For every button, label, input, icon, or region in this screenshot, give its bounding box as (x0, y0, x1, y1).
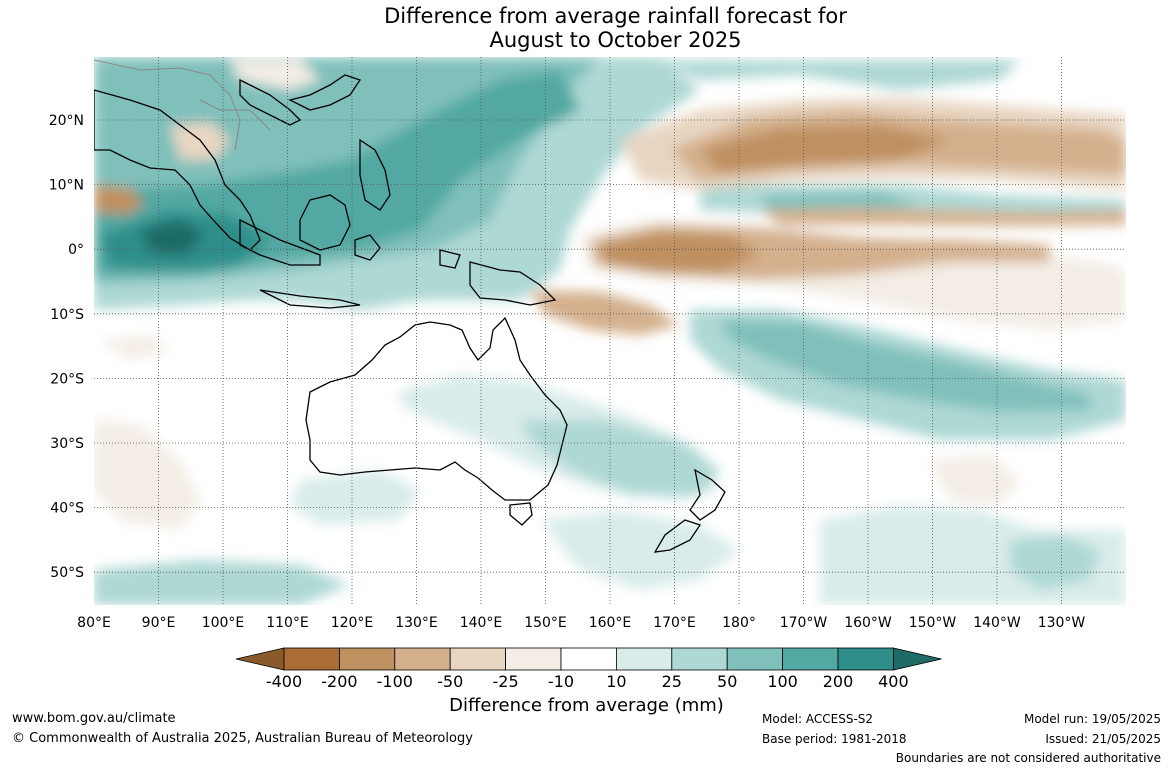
copyright: © Commonwealth of Australia 2025, Austra… (12, 731, 473, 746)
colorbar-segment (671, 647, 728, 671)
colorbar-segment (837, 647, 894, 671)
colorbar-tick-label: -200 (321, 672, 357, 691)
lon-label: 150°E (524, 615, 567, 631)
colorbar-segment (338, 647, 396, 671)
colorbar-tick-label: -25 (493, 672, 519, 691)
lat-label: 10°N (49, 178, 84, 194)
title-line-1: Difference from average rainfall forecas… (384, 4, 847, 28)
lon-label: 140°W (973, 615, 1021, 631)
lat-label: 20°S (50, 371, 84, 387)
rainfall-field (94, 57, 1126, 605)
colorbar-segment (726, 647, 784, 671)
graticule (94, 57, 1126, 605)
lon-label: 80°E (77, 615, 111, 631)
colorbar-tick-label: 400 (878, 672, 909, 691)
lon-label: 150°W (909, 615, 957, 631)
colorbar-segment (394, 647, 451, 671)
coastlines (94, 74, 726, 553)
website-link[interactable]: www.bom.gov.au/climate (12, 711, 176, 726)
colorbar-segment (505, 647, 562, 671)
lat-label: 0° (68, 242, 84, 258)
longitude-labels: 80°E 90°E 100°E 110°E 120°E 130°E 140°E 150°E 16… (77, 615, 1085, 631)
colorbar: -400 -200 -100 -50 -25 -10 10 25 50 100 200 400 (235, 647, 942, 691)
colorbar-tick-label: -10 (548, 672, 574, 691)
lon-label: 160°E (589, 615, 632, 631)
lon-label: 140°E (460, 615, 503, 631)
lon-label: 180° (722, 615, 756, 631)
title-line-2: August to October 2025 (489, 28, 742, 52)
base-period: Base period: 1981-2018 (762, 732, 907, 746)
lat-label: 30°S (50, 436, 84, 452)
lon-label: 90°E (142, 615, 176, 631)
colorbar-tick-label: -400 (266, 672, 302, 691)
model-run: Model run: 19/05/2025 (1023, 712, 1161, 726)
lon-label: 160°W (844, 615, 892, 631)
lon-label: 170°W (780, 615, 828, 631)
colorbar-extend-low (235, 647, 285, 671)
lon-label: 120°E (331, 615, 374, 631)
latitude-labels: 20°N 10°N 0° 10°S 20°S 30°S 40°S 50°S (49, 113, 84, 581)
lon-label: 130°E (395, 615, 438, 631)
lon-label: 100°E (202, 615, 245, 631)
colorbar-segment (616, 647, 673, 671)
lat-label: 40°S (50, 501, 84, 517)
lon-label: 110°E (266, 615, 309, 631)
colorbar-label: Difference from average (mm) (449, 695, 724, 716)
colorbar-tick-label: 50 (717, 672, 737, 691)
colorbar-tick-label: 10 (606, 672, 626, 691)
lat-label: 10°S (50, 307, 84, 323)
colorbar-segment (560, 647, 617, 671)
model-name: Model: ACCESS-S2 (762, 712, 874, 726)
colorbar-segment (449, 647, 507, 671)
lat-label: 20°N (49, 113, 84, 129)
colorbar-extend-high (893, 647, 942, 671)
colorbar-segment (782, 647, 839, 671)
lat-label: 50°S (50, 565, 84, 581)
map-title: Difference from average rainfall forecas… (0, 4, 1173, 52)
colorbar-tick-label: -50 (437, 672, 463, 691)
lon-label: 170°E (653, 615, 696, 631)
colorbar-tick-label: 200 (823, 672, 854, 691)
colorbar-tick-label: 25 (662, 672, 682, 691)
colorbar-tick-label: 100 (767, 672, 798, 691)
issued-date: Issued: 21/05/2025 (1045, 732, 1161, 746)
lon-label: 130°W (1038, 615, 1086, 631)
colorbar-tick-label: -100 (377, 672, 413, 691)
colorbar-segment (283, 647, 340, 671)
boundary-disclaimer: Boundaries are not considered authoritat… (895, 751, 1161, 765)
